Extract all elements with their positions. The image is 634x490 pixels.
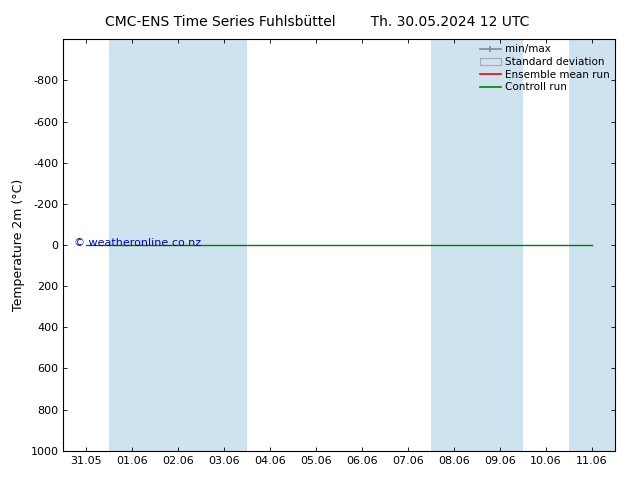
Legend: min/max, Standard deviation, Ensemble mean run, Controll run: min/max, Standard deviation, Ensemble me… [477, 41, 613, 96]
Text: © weatheronline.co.nz: © weatheronline.co.nz [74, 238, 202, 248]
Bar [155, 39, 247, 451]
Bar [569, 39, 634, 451]
Bar [431, 39, 477, 451]
Bar [110, 39, 155, 451]
Bar [477, 39, 523, 451]
Y-axis label: Temperature 2m (°C): Temperature 2m (°C) [12, 179, 25, 311]
Text: CMC-ENS Time Series Fuhlsbüttel        Th. 30.05.2024 12 UTC: CMC-ENS Time Series Fuhlsbüttel Th. 30.0… [105, 15, 529, 29]
